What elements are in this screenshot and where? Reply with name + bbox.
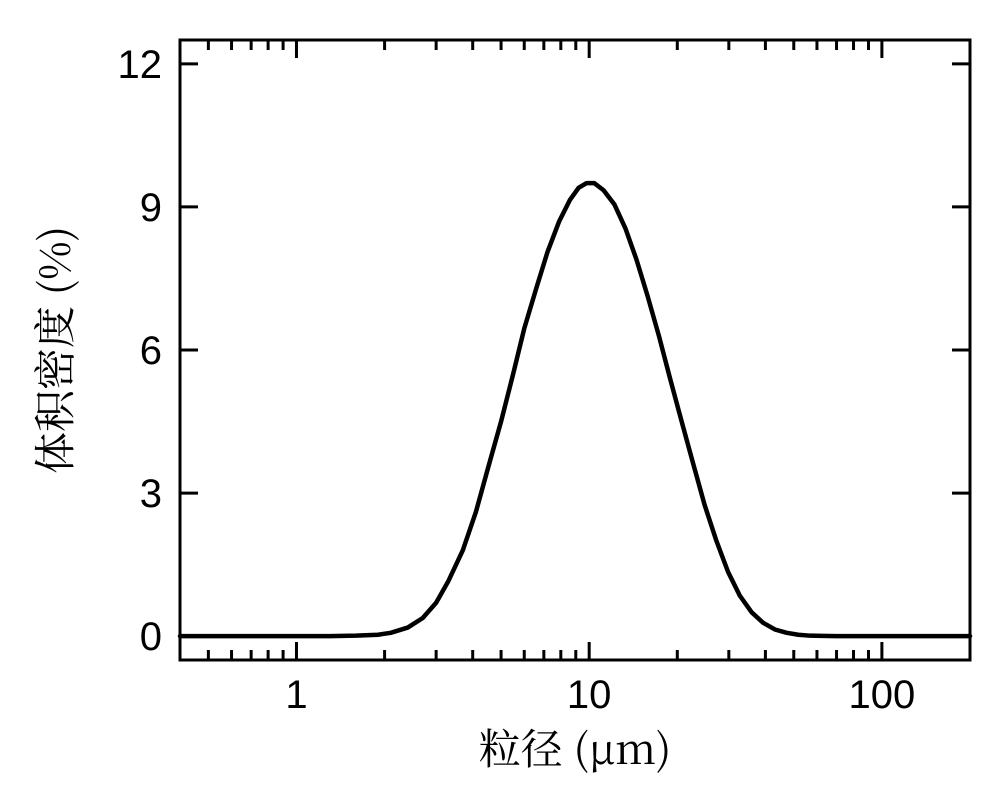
- x-tick-label: 100: [849, 673, 916, 717]
- y-axis-label: 体积密度 (%): [23, 226, 83, 474]
- y-tick-label: 0: [140, 615, 162, 659]
- x-axis-label: 粒径 (μm): [479, 717, 672, 777]
- y-tick-label: 12: [118, 43, 163, 87]
- y-tick-label: 9: [140, 186, 162, 230]
- x-tick-label: 10: [567, 673, 612, 717]
- distribution-chart: 1 10 100 0 3 6 9 12 粒径 (μm) 体积密度 (%): [0, 0, 1000, 785]
- chart-container: 1 10 100 0 3 6 9 12 粒径 (μm) 体积密度 (%): [0, 0, 1000, 785]
- y-tick-label: 6: [140, 329, 162, 373]
- y-tick-label: 3: [140, 472, 162, 516]
- x-tick-label: 1: [285, 673, 307, 717]
